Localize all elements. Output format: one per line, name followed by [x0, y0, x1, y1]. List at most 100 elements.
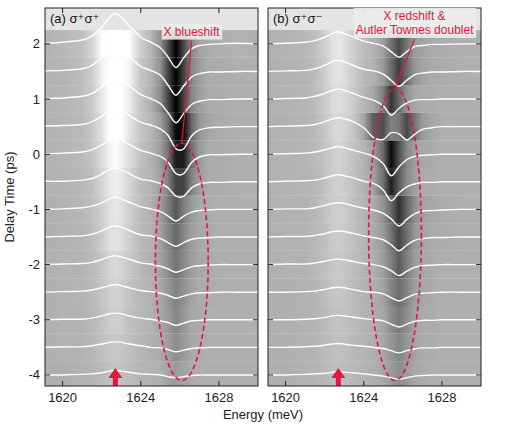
panel-title: (b) σ⁺σ⁻	[273, 11, 322, 26]
y-tick-right	[476, 319, 481, 320]
annotation: X redshift &Autler Townes doublet	[354, 8, 477, 38]
y-tick-label: 2	[33, 36, 40, 51]
spectrum-trace	[45, 197, 258, 221]
annotation-text: X redshift &Autler Townes doublet	[356, 9, 475, 37]
y-tick-right	[253, 99, 258, 100]
y-tick-right	[476, 209, 481, 210]
x-tick-label: 1620	[271, 390, 300, 405]
y-tick-right	[253, 264, 258, 265]
x-tick-label: 1620	[48, 390, 77, 405]
intensity-band	[45, 334, 258, 362]
y-tick	[268, 319, 273, 320]
y-tick-right	[253, 209, 258, 210]
intensity-band	[268, 113, 481, 141]
x-tick-top	[218, 8, 219, 13]
annotation-ellipse	[155, 143, 208, 380]
intensity-band	[45, 306, 258, 334]
y-tick-label: -2	[28, 257, 40, 272]
spectrum-trace	[45, 77, 258, 123]
y-tick-right	[253, 319, 258, 320]
y-tick-right	[476, 264, 481, 265]
spectrum-trace	[268, 147, 481, 176]
spectrum-trace	[268, 287, 481, 301]
annotation-line: Autler Townes doublet	[356, 23, 475, 37]
y-tick	[45, 264, 50, 265]
y-tick	[268, 43, 273, 44]
y-tick	[268, 209, 273, 210]
spectrum-trace	[45, 284, 258, 298]
spectrum-trace	[45, 342, 258, 352]
y-tick	[45, 374, 50, 375]
figure: 1620 1624 1628 -4 -3 -2 -1 0 1 2 (a) σ⁺σ⁺ X blueshi…	[0, 0, 526, 428]
intensity-band	[45, 251, 258, 279]
panel-title: (a) σ⁺σ⁺	[50, 11, 99, 26]
x-tick-label: 1628	[204, 390, 233, 405]
intensity-band	[45, 196, 258, 224]
plot-frame	[45, 8, 258, 386]
y-tick	[268, 154, 273, 155]
spectrum-trace	[45, 256, 258, 273]
spectrum-trace	[268, 89, 481, 115]
intensity-band	[268, 223, 481, 251]
y-tick	[45, 319, 50, 320]
x-tick	[441, 381, 442, 386]
intensity-band	[268, 278, 481, 306]
intensity-band	[268, 251, 481, 279]
intensity-band	[45, 278, 258, 306]
pump-arrow	[108, 368, 122, 386]
annotation-patch	[162, 24, 223, 40]
plot-frame	[268, 8, 481, 386]
spectrum-trace	[45, 138, 258, 175]
spectrum-trace	[45, 47, 258, 96]
spectrum-trace	[268, 231, 481, 251]
x-tick	[140, 381, 141, 386]
spectrum-trace	[268, 372, 481, 380]
x-tick-label: 1624	[126, 390, 155, 405]
x-tick	[62, 381, 63, 386]
y-tick	[268, 99, 273, 100]
intensity-band	[45, 223, 258, 251]
y-tick-right	[253, 374, 258, 375]
x-tick	[363, 381, 364, 386]
annotation-leader	[182, 41, 192, 144]
plot-area	[268, 30, 481, 386]
pump-arrow	[331, 368, 345, 386]
spectrum-trace	[45, 313, 258, 325]
annotation-line: X redshift &	[384, 9, 446, 23]
spectrum-trace	[268, 344, 481, 353]
spectrum-trace	[268, 259, 481, 276]
annotation: X blueshift	[162, 24, 223, 40]
annotation-text: X blueshift	[164, 25, 221, 39]
spectrum-trace	[268, 203, 481, 226]
y-tick-label: 0	[33, 147, 40, 162]
y-tick-right	[253, 154, 258, 155]
x-tick-label: 1628	[427, 390, 456, 405]
y-tick	[268, 264, 273, 265]
y-tick	[45, 154, 50, 155]
spectrum-trace	[45, 168, 258, 197]
x-tick	[218, 381, 219, 386]
y-tick-label: -4	[28, 367, 40, 382]
y-tick-label: 1	[33, 92, 40, 107]
y-tick-right	[253, 43, 258, 44]
spectrum-trace	[45, 371, 258, 378]
x-tick	[285, 381, 286, 386]
x-axis-title: Energy (meV)	[223, 407, 303, 422]
y-tick	[268, 374, 273, 375]
annotation-line: X blueshift	[164, 25, 221, 39]
intensity-band	[268, 361, 481, 386]
y-tick-label: -1	[28, 202, 40, 217]
plot-area	[45, 14, 258, 386]
y-tick	[45, 99, 50, 100]
intensity-band	[268, 334, 481, 362]
x-tick-label: 1624	[349, 390, 378, 405]
y-tick-label: -3	[28, 312, 40, 327]
annotation-leader	[395, 39, 415, 88]
y-tick-right	[476, 374, 481, 375]
y-tick	[45, 209, 50, 210]
x-tick-top	[140, 8, 141, 13]
y-tick-right	[476, 43, 481, 44]
y-tick-right	[476, 99, 481, 100]
spectrum-trace	[45, 226, 258, 246]
y-axis-title: Delay Time (ps)	[2, 151, 17, 242]
